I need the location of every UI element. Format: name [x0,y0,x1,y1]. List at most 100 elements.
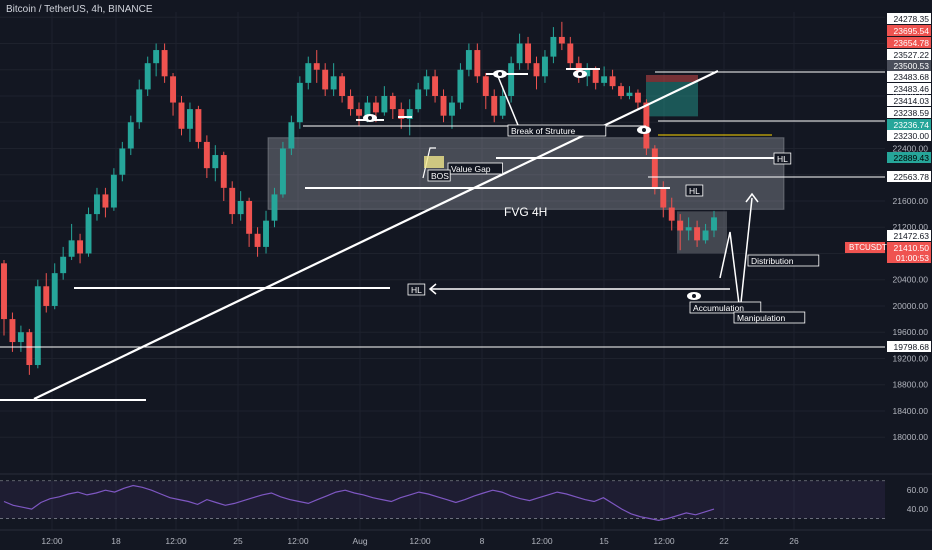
candle-body [356,109,362,116]
candle-body [102,194,109,208]
value-gap-label-bg [447,162,503,175]
candle-body [482,76,489,96]
price-tag-label: 23483.46 [894,84,930,94]
y-tick-label: 21200.00 [893,222,929,232]
candle-body [34,286,41,366]
candle-body [618,86,624,96]
hl-label-lower: HL [407,283,426,296]
y-tick-label: 19600.00 [893,327,929,337]
manipulation-label: Manipulation [733,311,806,324]
candle-body [68,240,75,257]
candle-body [94,194,100,215]
candle-body [85,214,92,254]
candle-body [474,50,481,77]
y-tick-label: 18000.00 [893,432,929,442]
candle-body [651,148,658,188]
price-tag-bg [887,119,931,130]
candle-body [660,187,667,208]
y-tick-label: 20400.00 [893,275,929,285]
eye-icon [573,70,587,78]
candle-body [153,50,160,64]
price-tag-bg [887,107,931,118]
candle-body [415,89,422,110]
y-tick-label: 18800.00 [893,380,929,390]
candle-body [178,102,185,129]
break-of-structure-label: Break of Struture [507,124,607,137]
candle-body [77,240,84,254]
price-tag-bg [887,49,931,60]
candle-body [634,92,641,103]
price-tag-bg [887,95,931,106]
symbol-tag-bg [845,242,885,253]
candle-body [170,76,177,103]
hl-label-lower-bg [407,283,426,296]
candle-body [711,217,717,231]
price-tag-label: 22563.78 [894,172,930,182]
candle-body [136,89,143,123]
candle-body [398,109,405,119]
eye-icon [687,292,701,300]
candle-body [296,82,303,123]
candle-body [43,286,50,306]
price-tag-bg [887,60,931,71]
x-tick-label: 26 [789,536,799,546]
candle-body [254,233,261,247]
eye-icon-pupil [368,116,372,120]
x-tick-label: 8 [480,536,485,546]
symbol-tag: BTCUSDT [849,243,887,252]
value-gap-label: Value Gap [447,162,503,175]
candle-body [237,200,244,215]
candle-body [533,63,540,77]
x-tick-label: 12:00 [409,536,431,546]
price-tag-label: 21410.50 [894,243,930,253]
candle-body [161,50,168,77]
price-tag-label: 01:00:53 [896,253,929,263]
eye-icon [637,126,651,134]
hl-label-mid: HL [685,184,704,197]
candle-body [694,227,701,241]
distribution-label-text: Distribution [751,256,794,266]
candle-body [626,92,633,96]
candle-body [677,220,684,231]
x-tick-label: Aug [352,536,367,546]
y-tick-label: 18400.00 [893,406,929,416]
candle-body [558,36,565,44]
candle-body [601,76,608,83]
price-tag-bg [887,83,931,94]
price-tag-bg [887,230,931,241]
distribution-label: Distribution [747,254,820,267]
candle-body [330,76,337,90]
price-tag-bg [887,13,931,24]
price-tag-label: 23238.59 [894,108,930,118]
accumulation-label-text: Accumulation [693,303,744,313]
price-tag-bg [887,71,931,82]
y-tick-label: 21600.00 [893,196,929,206]
candle-body [339,76,346,96]
price-tag-label: 19798.68 [894,342,930,352]
hl-arrowhead [428,283,437,295]
bos-label-bg [427,169,451,182]
price-tag-label: 23527.22 [894,50,930,60]
x-tick-label: 25 [233,536,243,546]
price-tag-bg [887,25,931,36]
rsi-band [0,480,885,519]
candle-body [592,69,599,83]
eye-icon [363,114,377,122]
candle-body [203,141,210,169]
price-tag-label: 21472.63 [894,231,930,241]
accumulation-box [677,211,727,254]
eye-icon-pupil [642,128,646,132]
candle-body [110,174,117,208]
price-tag-bg [887,171,931,182]
candle-body [119,148,126,175]
candle-body [381,95,388,113]
rsi-tick-label: 40.00 [907,504,929,514]
price-tag-bg [887,152,931,163]
candle-body [17,332,24,343]
candle-body [389,95,396,110]
eye-icon-pupil [498,72,502,76]
candle-body [457,69,464,103]
candle-body [26,332,33,366]
rsi-line [3,484,715,522]
